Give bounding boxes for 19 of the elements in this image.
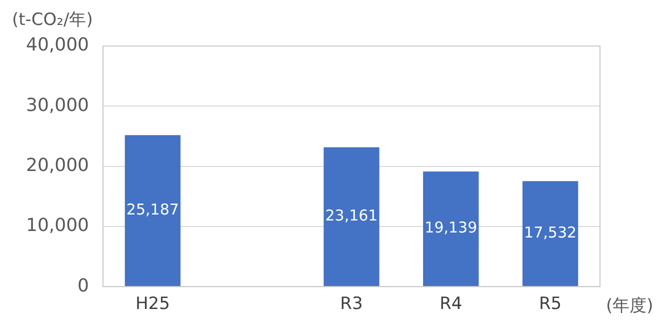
x-tick-label: R4	[440, 294, 462, 314]
bar	[423, 171, 479, 286]
y-tick-label: 30,000	[26, 94, 89, 116]
x-tick-label: R3	[340, 294, 363, 314]
data-label: 19,139	[424, 218, 478, 237]
data-label: 25,187	[126, 200, 179, 218]
data-label: 17,532	[524, 224, 577, 242]
x-tick-label: H25	[135, 294, 170, 314]
bar	[324, 147, 380, 286]
data-label: 23,161	[325, 206, 378, 225]
bar	[522, 181, 578, 286]
y-tick-label: 20,000	[26, 154, 89, 176]
bar	[124, 135, 181, 286]
y-tick-label: 40,000	[26, 34, 89, 56]
x-axis-title: (年度)	[606, 296, 654, 316]
x-tick-label: R5	[538, 294, 562, 314]
y-tick-label: 0	[78, 275, 89, 296]
y-axis-title: (t-CO₂/年)	[12, 10, 93, 30]
y-tick-label: 10,000	[26, 215, 89, 236]
